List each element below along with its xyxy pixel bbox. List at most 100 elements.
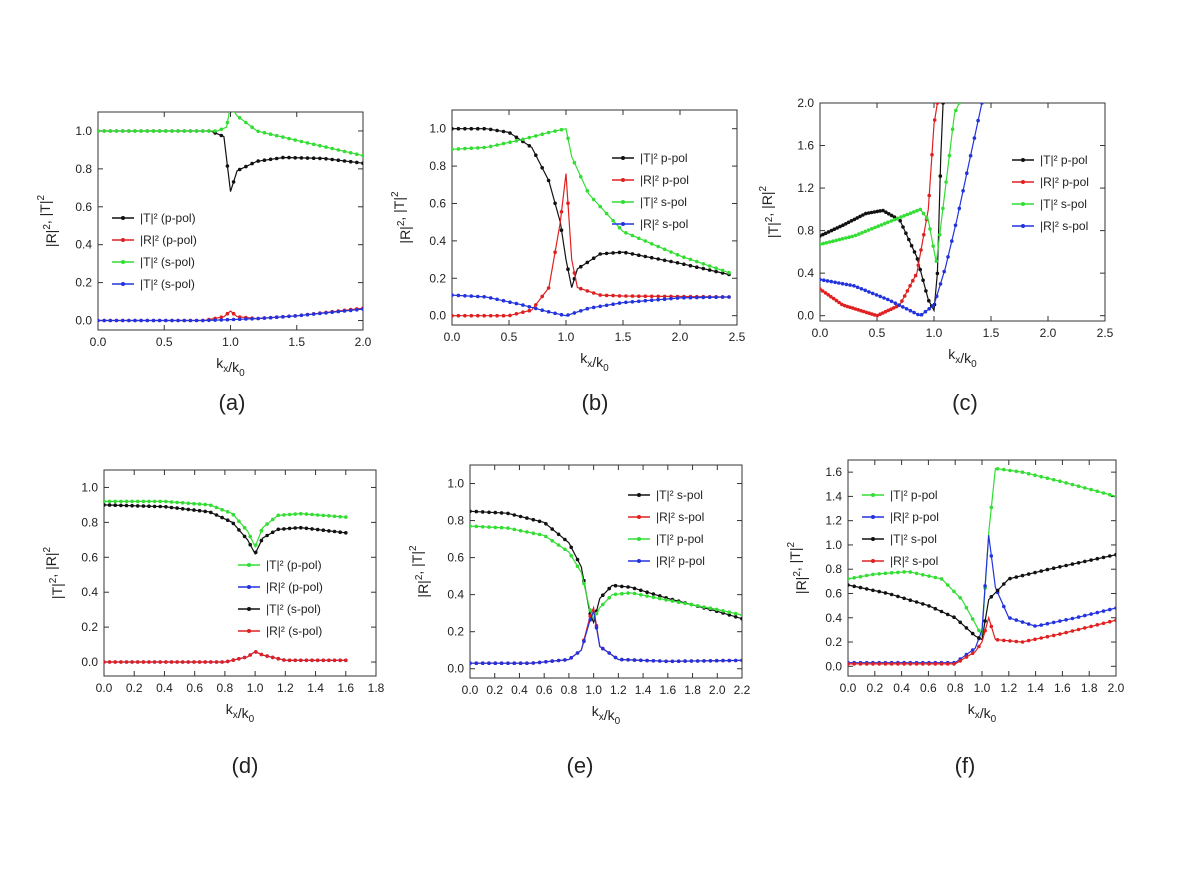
data-point [921, 573, 925, 577]
data-point [649, 242, 654, 246]
data-point [916, 263, 921, 268]
data-point [894, 304, 899, 309]
data-point [701, 262, 706, 266]
data-point [983, 619, 987, 623]
data-point [695, 604, 700, 608]
data-point [293, 138, 298, 142]
data-point [905, 289, 910, 293]
data-point [837, 281, 841, 285]
data-point [242, 525, 247, 530]
data-point [1070, 629, 1075, 633]
x-tick-label: 1.4 [635, 683, 652, 697]
data-point [670, 599, 675, 603]
data-point [601, 602, 605, 607]
data-point [521, 310, 525, 315]
y-tick-label: 1.0 [447, 477, 464, 491]
data-point [575, 564, 580, 569]
data-point [857, 232, 861, 236]
x-tick-label: 0.5 [869, 326, 886, 340]
data-point [1083, 613, 1087, 618]
data-point [727, 658, 732, 663]
y-tick-label: 0.0 [825, 659, 842, 673]
data-point [924, 216, 929, 220]
x-tick-label: 1.8 [1081, 681, 1098, 695]
data-point [225, 518, 230, 522]
data-point [299, 658, 303, 663]
data-point [945, 583, 950, 587]
x-tick-label: 1.5 [983, 326, 1000, 340]
data-point [225, 659, 230, 664]
data-point [952, 589, 956, 594]
data-point [493, 525, 498, 530]
data-point [624, 294, 628, 298]
data-point [293, 512, 298, 516]
data-point [254, 543, 258, 547]
data-point [482, 295, 487, 299]
data-point [182, 129, 187, 133]
data-point [169, 500, 174, 504]
data-point [598, 304, 602, 309]
data-point [844, 222, 848, 226]
data-point [845, 304, 850, 309]
data-point [946, 255, 950, 259]
data-point [456, 313, 461, 318]
y-tick-label: 0.2 [447, 625, 464, 639]
data-point [935, 271, 940, 276]
data-point [914, 600, 919, 604]
data-point [637, 299, 641, 304]
data-point [733, 658, 738, 663]
data-point [186, 501, 191, 506]
data-point [487, 661, 491, 665]
data-point [833, 280, 837, 285]
data-point [829, 228, 834, 233]
data-point [822, 278, 826, 283]
data-point [867, 311, 871, 316]
data-point [695, 265, 699, 270]
legend-marker [637, 537, 641, 541]
data-point [900, 299, 904, 303]
data-point [572, 271, 577, 275]
legend-entry: |R|² s-pol [640, 217, 688, 231]
data-point [147, 660, 151, 664]
data-point [242, 534, 247, 539]
data-point [1008, 639, 1012, 643]
data-point [270, 530, 275, 535]
data-point [188, 318, 193, 323]
data-point [147, 504, 151, 509]
data-point [905, 212, 910, 217]
data-point [598, 293, 602, 297]
data-point [550, 539, 554, 543]
legend-marker [1021, 180, 1025, 184]
data-point [720, 295, 725, 299]
data-point [1014, 575, 1019, 579]
data-point [534, 153, 538, 157]
data-point [858, 574, 863, 579]
data-point [1058, 619, 1062, 623]
data-point [495, 143, 499, 147]
data-point [480, 525, 485, 529]
data-point [607, 596, 611, 600]
data-point [850, 234, 855, 239]
data-point [688, 295, 693, 300]
data-point [287, 314, 291, 319]
data-point [157, 129, 162, 133]
y-axis-label: |R|2, |T|2 [408, 545, 431, 598]
data-point [495, 297, 499, 302]
data-point [355, 160, 359, 165]
data-point [157, 318, 162, 323]
data-point [864, 211, 868, 216]
data-point [840, 302, 844, 307]
series-line [470, 605, 742, 664]
data-point [338, 658, 343, 663]
series-line [452, 173, 730, 317]
data-point [938, 282, 943, 286]
panel-caption: (d) [232, 753, 259, 778]
plot-frame [451, 109, 738, 326]
data-point [482, 313, 487, 318]
data-point [572, 311, 577, 315]
legend: |T|² (p-pol) |R|² (p-pol) |T|² (s-pol) |R|²… [238, 558, 323, 638]
data-point [231, 512, 236, 517]
data-point [201, 318, 205, 323]
legend-marker [121, 260, 125, 264]
data-point [220, 660, 224, 664]
